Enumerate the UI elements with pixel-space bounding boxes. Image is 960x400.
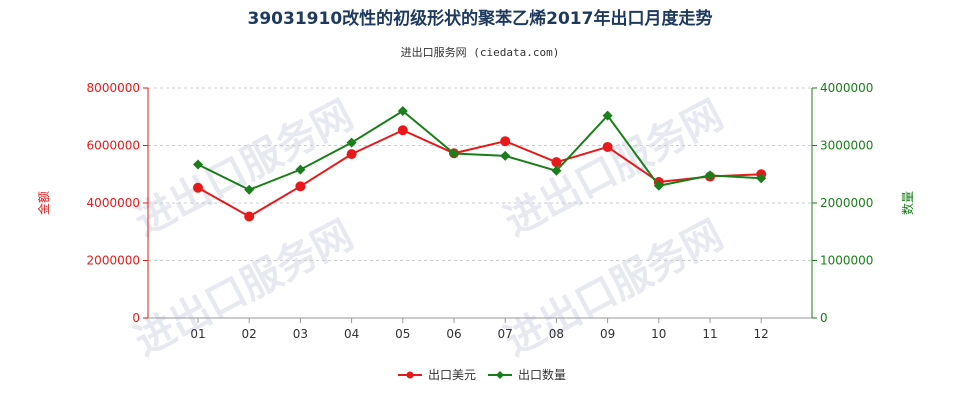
x-tick-label: 11 (702, 327, 717, 341)
data-point[interactable] (295, 164, 306, 175)
data-point[interactable] (244, 211, 255, 222)
data-point[interactable] (449, 148, 459, 159)
left-tick-label: 6000000 (87, 139, 140, 153)
data-point[interactable] (653, 180, 664, 191)
series-line (197, 129, 762, 218)
data-point[interactable] (193, 159, 203, 170)
left-tick-label: 0 (132, 311, 140, 325)
legend[interactable]: 出口美元 出口数量 (398, 367, 566, 382)
legend-label: 出口美元 (428, 368, 476, 382)
legend-swatch-marker (406, 371, 414, 379)
data-point[interactable] (602, 141, 613, 152)
x-tick-label: 09 (600, 327, 615, 341)
x-tick-label: 12 (754, 327, 769, 341)
legend-swatch-marker (496, 371, 504, 379)
data-point[interactable] (346, 149, 357, 160)
left-axis-ticks: 0 2000000 4000000 6000000 8000000 (87, 81, 148, 325)
series-line (197, 109, 762, 191)
x-tick-label: 02 (242, 327, 257, 341)
legend-item-2[interactable]: 出口数量 (488, 367, 566, 382)
right-tick-label: 0 (820, 311, 828, 325)
data-point[interactable] (705, 170, 715, 181)
left-tick-label: 2000000 (87, 254, 140, 268)
data-point[interactable] (500, 150, 511, 161)
left-axis-title: 金额 (36, 191, 51, 215)
data-point[interactable] (500, 136, 511, 147)
x-tick-label: 08 (549, 327, 564, 341)
legend-item-1[interactable]: 出口美元 (398, 368, 476, 382)
right-tick-label: 2000000 (820, 196, 873, 210)
series-2 (193, 106, 767, 195)
right-tick-label: 4000000 (820, 81, 873, 95)
legend-label: 出口数量 (518, 367, 566, 382)
x-tick-label: 10 (651, 327, 666, 341)
data-point[interactable] (295, 181, 306, 192)
x-tick-label: 05 (395, 327, 410, 341)
x-axis-ticks: 01 02 03 04 05 06 07 08 09 10 11 12 (190, 318, 769, 341)
data-point[interactable] (346, 137, 357, 148)
right-axis-ticks: 0 1000000 2000000 3000000 4000000 (812, 81, 873, 325)
left-tick-label: 4000000 (87, 196, 140, 210)
data-point[interactable] (551, 165, 562, 176)
gridlines (148, 87, 812, 261)
right-tick-label: 3000000 (820, 139, 873, 153)
chart-subtitle: 进出口服务网 (ciedata.com) (401, 45, 560, 59)
data-point[interactable] (602, 110, 613, 121)
series-layer (193, 106, 767, 222)
data-point[interactable] (756, 173, 767, 184)
data-point[interactable] (193, 182, 203, 193)
data-point[interactable] (244, 184, 255, 195)
data-point[interactable] (397, 125, 408, 136)
right-axis-title: 数量 (900, 191, 915, 215)
x-tick-label: 06 (446, 327, 461, 341)
right-tick-label: 1000000 (820, 254, 873, 268)
x-tick-label: 04 (344, 327, 359, 341)
left-tick-label: 8000000 (87, 81, 140, 95)
chart-title: 39031910改性的初级形状的聚苯乙烯2017年出口月度走势 (248, 8, 713, 29)
x-tick-label: 03 (293, 327, 308, 341)
x-tick-label: 01 (190, 327, 205, 341)
data-point[interactable] (551, 157, 562, 168)
x-tick-label: 07 (498, 327, 513, 341)
data-point[interactable] (397, 106, 408, 116)
